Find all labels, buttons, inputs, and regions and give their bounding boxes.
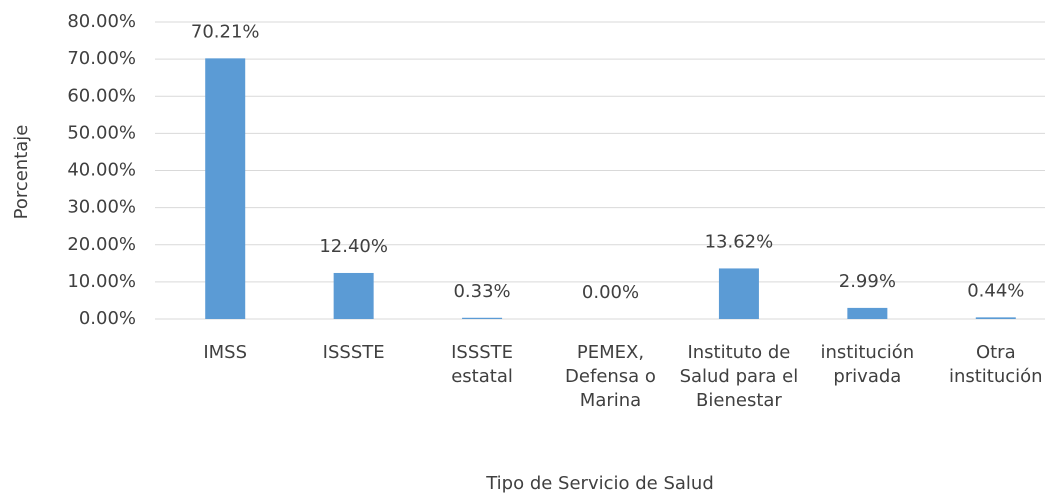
y-tick-label: 20.00%	[67, 234, 136, 255]
data-label: 0.44%	[967, 280, 1024, 301]
x-axis-label: Tipo de Servicio de Salud	[485, 473, 714, 494]
bar	[847, 307, 888, 319]
y-axis-label: Porcentaje	[11, 125, 32, 220]
x-tick-label: ISSSTE estatal	[451, 342, 514, 387]
data-label: 0.33%	[453, 281, 510, 302]
x-tick-label: institución privada	[820, 342, 915, 387]
y-tick-label: 80.00%	[67, 11, 136, 32]
x-tick-label: Instituto de Salud para el Bienestar	[679, 342, 799, 411]
y-tick-label: 50.00%	[67, 122, 136, 143]
y-tick-label: 70.00%	[67, 48, 136, 69]
data-label: 2.99%	[839, 271, 896, 292]
bar	[975, 317, 1016, 319]
x-tick-label: IMSS	[203, 342, 248, 363]
y-tick-label: 30.00%	[67, 197, 136, 218]
data-label: 13.62%	[705, 231, 774, 252]
data-label: 12.40%	[319, 236, 388, 257]
y-tick-label: 0.00%	[79, 308, 136, 329]
y-tick-label: 40.00%	[67, 160, 136, 181]
bar	[333, 272, 374, 319]
data-label: 0.00%	[582, 282, 639, 303]
bar	[462, 317, 503, 319]
data-label: 70.21%	[191, 21, 260, 42]
y-tick-label: 10.00%	[67, 271, 136, 292]
x-tick-label: Otra institución	[948, 342, 1043, 387]
x-tick-label: PEMEX, Defensa o Marina	[565, 342, 656, 411]
bar	[205, 58, 246, 320]
x-tick-label: ISSSTE	[322, 342, 385, 363]
bar	[718, 268, 759, 319]
y-tick-label: 60.00%	[67, 85, 136, 106]
